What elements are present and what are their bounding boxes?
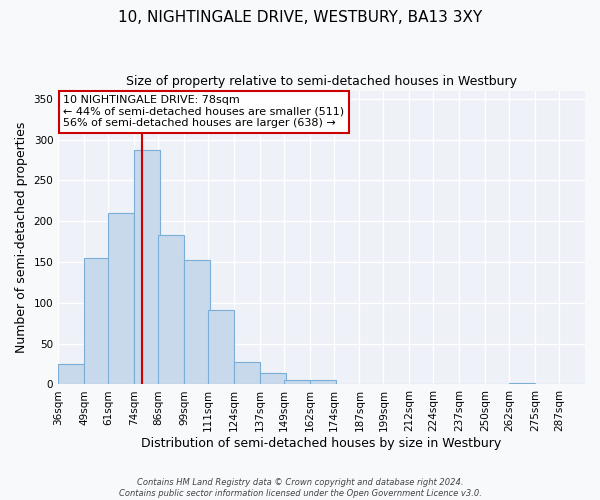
Bar xyxy=(184,260,210,384)
Text: 10 NIGHTINGALE DRIVE: 78sqm
← 44% of semi-detached houses are smaller (511)
56% : 10 NIGHTINGALE DRIVE: 78sqm ← 44% of sem… xyxy=(64,95,344,128)
X-axis label: Distribution of semi-detached houses by size in Westbury: Distribution of semi-detached houses by … xyxy=(142,437,502,450)
Bar xyxy=(108,213,134,384)
Text: Contains HM Land Registry data © Crown copyright and database right 2024.
Contai: Contains HM Land Registry data © Crown c… xyxy=(119,478,481,498)
Text: 10, NIGHTINGALE DRIVE, WESTBURY, BA13 3XY: 10, NIGHTINGALE DRIVE, WESTBURY, BA13 3X… xyxy=(118,10,482,25)
Bar xyxy=(234,362,260,384)
Bar xyxy=(58,364,84,384)
Bar xyxy=(84,258,110,384)
Title: Size of property relative to semi-detached houses in Westbury: Size of property relative to semi-detach… xyxy=(126,75,517,88)
Bar xyxy=(158,235,184,384)
Bar xyxy=(134,150,160,384)
Y-axis label: Number of semi-detached properties: Number of semi-detached properties xyxy=(15,122,28,353)
Bar xyxy=(284,380,310,384)
Bar xyxy=(509,383,535,384)
Bar xyxy=(260,373,286,384)
Bar xyxy=(208,310,234,384)
Bar xyxy=(310,380,335,384)
